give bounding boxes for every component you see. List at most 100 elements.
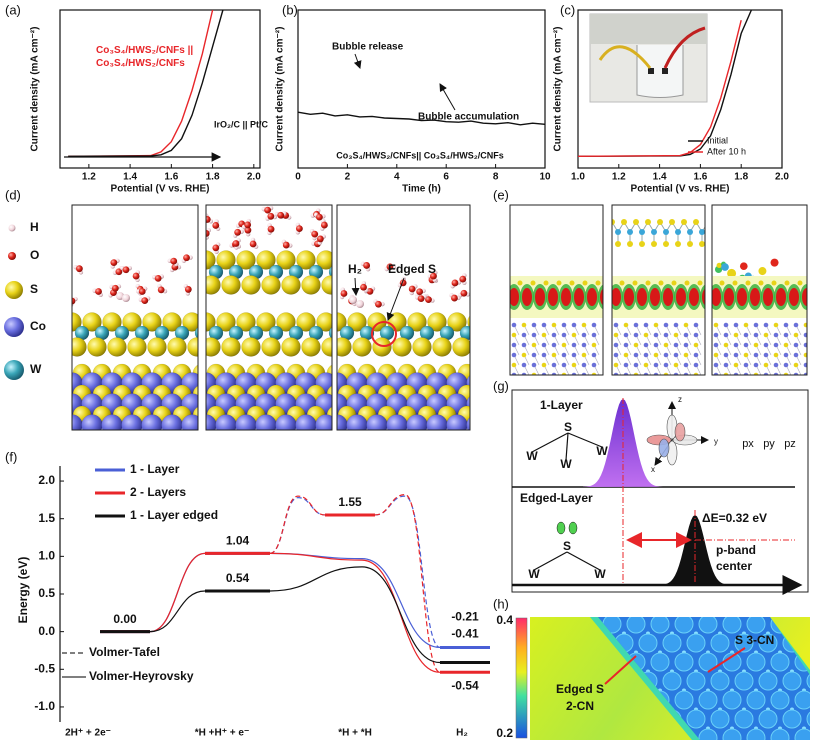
- value-label: -0.41: [451, 627, 479, 641]
- delta-label: ΔE=0.32 eV: [702, 511, 767, 525]
- atom: [561, 332, 567, 338]
- value-label: 0.00: [113, 612, 137, 626]
- tafel-path: [269, 495, 326, 554]
- atom: [110, 259, 118, 267]
- atom: [82, 312, 102, 332]
- atom: [452, 337, 470, 357]
- bond: [566, 551, 601, 571]
- atom: [531, 352, 537, 358]
- band-peak: [655, 515, 735, 585]
- model-box: [337, 261, 470, 430]
- atom: [551, 352, 557, 358]
- atom: [122, 312, 142, 332]
- y-tick-label: 0.5: [38, 586, 55, 600]
- atom: [683, 322, 689, 328]
- atom: [541, 332, 547, 338]
- density: [612, 288, 621, 306]
- atom: [296, 250, 316, 270]
- x-category-label: 2H⁺ + 2e⁻: [65, 728, 111, 739]
- atom: [531, 322, 537, 328]
- panel-2: 1.0 1.2 1.4 1.6 1.8 2.0 Potential (V vs. RHE) C…: [553, 2, 790, 194]
- series-line: [577, 20, 742, 157]
- lattice-site: [806, 671, 810, 691]
- connector: [149, 590, 206, 633]
- atom: [627, 229, 633, 235]
- lattice-site: [698, 617, 718, 634]
- bond: [564, 374, 565, 375]
- atom: [157, 286, 165, 294]
- atom: [581, 322, 587, 328]
- bond: [554, 374, 555, 375]
- y-tick-label: 0.0: [38, 624, 55, 638]
- atom: [571, 372, 577, 375]
- lattice-site: [734, 671, 754, 691]
- x-tick-label: 1.6: [693, 172, 707, 183]
- atom: [541, 342, 547, 348]
- atom: [591, 342, 597, 348]
- atom: [675, 229, 681, 235]
- orbital-label: py: [763, 438, 775, 450]
- atom: [561, 372, 567, 375]
- atom: [733, 352, 739, 358]
- lattice-site: [674, 690, 694, 710]
- atom: [773, 332, 779, 338]
- bond: [736, 374, 737, 375]
- atom-label: W: [594, 567, 606, 581]
- atom: [613, 362, 619, 368]
- lattice-site: [710, 709, 730, 729]
- atom: [733, 342, 739, 348]
- bond: [666, 374, 667, 375]
- atom: [733, 372, 739, 375]
- atom: [632, 280, 638, 286]
- lattice-site: [650, 652, 670, 672]
- axis-label: z: [678, 395, 682, 404]
- atom: [571, 332, 577, 338]
- atom: [783, 352, 789, 358]
- legend-label: O: [30, 248, 39, 262]
- atom: [663, 241, 669, 247]
- atom: [561, 362, 567, 368]
- atom: [623, 372, 629, 375]
- atom: [511, 342, 517, 348]
- bond: [756, 374, 757, 375]
- atom: [643, 342, 649, 348]
- atom: [122, 266, 130, 274]
- arrow: [604, 655, 637, 685]
- atom: [713, 372, 719, 375]
- colorbar-label: 0.4: [496, 613, 513, 627]
- atom: [235, 414, 257, 430]
- atom: [521, 342, 527, 348]
- x-tick-label: 8: [493, 172, 499, 183]
- lattice-site: [758, 633, 778, 653]
- atom: [244, 226, 252, 234]
- atom: [81, 414, 103, 430]
- orbital-lobe: [658, 438, 670, 458]
- atom: [663, 229, 669, 235]
- atom: [743, 322, 749, 328]
- bond: [565, 432, 569, 461]
- bond: [567, 432, 603, 448]
- atom: [739, 262, 748, 270]
- atom: [763, 372, 769, 375]
- bond: [616, 374, 617, 375]
- atom: [705, 219, 711, 225]
- heyrovsky-path: [269, 566, 441, 664]
- density: [561, 288, 571, 306]
- arrow: [386, 277, 405, 321]
- atom: [221, 337, 241, 357]
- atom: [693, 219, 699, 225]
- atom: [407, 312, 427, 332]
- bond: [524, 374, 525, 375]
- series-line: [297, 111, 546, 126]
- atom: [122, 294, 130, 302]
- atom: [716, 262, 722, 269]
- y-axis-label: Energy (eV): [16, 557, 30, 624]
- atom: [733, 332, 739, 338]
- atom: [95, 288, 102, 295]
- atom: [619, 280, 625, 286]
- plot-frame: [297, 9, 546, 169]
- lattice-site: [722, 690, 742, 710]
- series-line: [68, 9, 224, 157]
- atom: [581, 332, 587, 338]
- atom: [531, 332, 537, 338]
